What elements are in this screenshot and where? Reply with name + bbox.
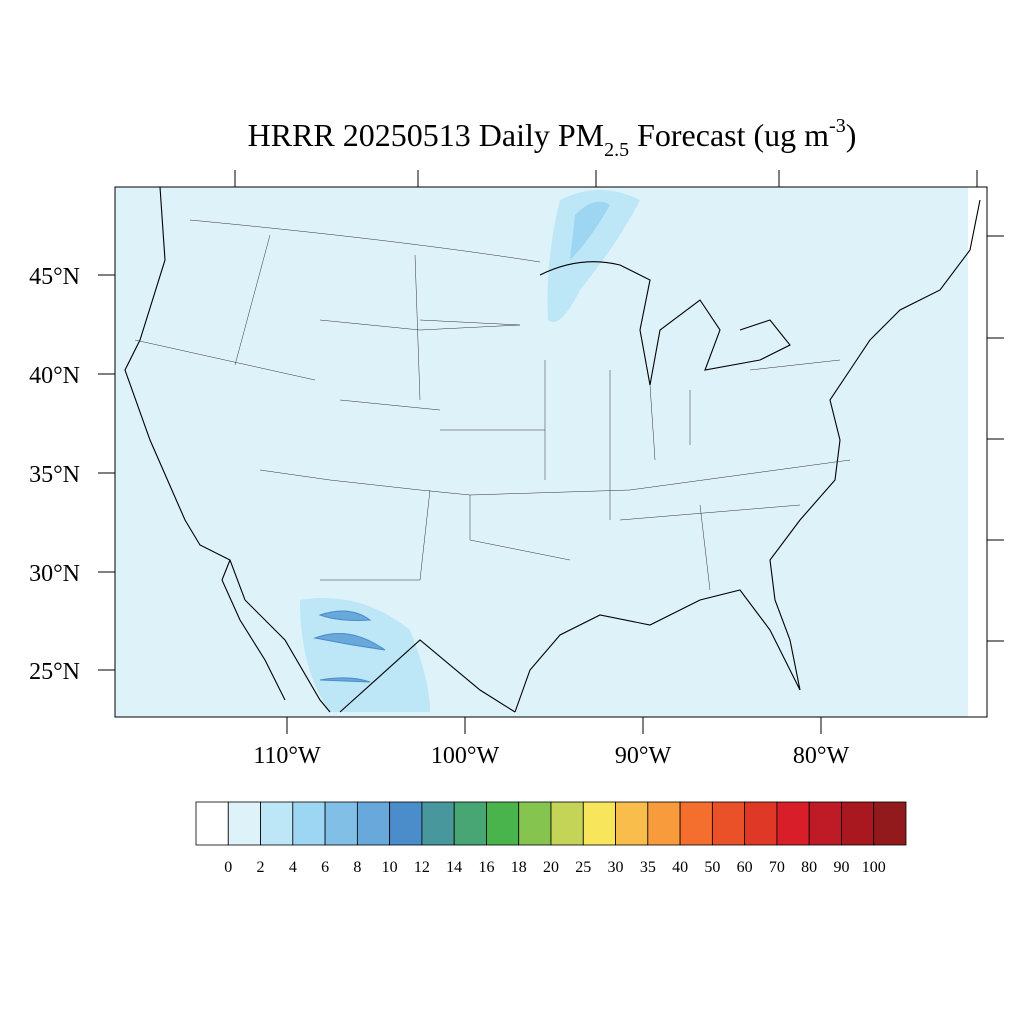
lat-label: 30°N: [29, 561, 80, 587]
colorbar-box: [841, 801, 875, 846]
colorbar-label: 35: [640, 859, 656, 876]
colorbar-box: [421, 801, 455, 846]
colorbar-box: [486, 801, 520, 846]
lon-label: 80°W: [793, 743, 850, 769]
colorbar-label: 0: [224, 859, 232, 876]
coastline: [124, 186, 981, 713]
colorbar-label: 14: [446, 859, 462, 876]
colorbar-box: [582, 801, 616, 846]
plume: [313, 610, 386, 683]
colorbar-label: 8: [353, 859, 361, 876]
colorbar-label: 10: [382, 859, 398, 876]
colorbar-label: 90: [833, 859, 849, 876]
colorbar-box: [518, 801, 552, 846]
colorbar-box: [453, 801, 487, 846]
state-boundaries: [134, 219, 851, 591]
title-superscript: -3: [829, 115, 846, 137]
map: [114, 186, 988, 718]
colorbar-box: [873, 801, 907, 846]
colorbar-box: [647, 801, 681, 846]
lat-label: 35°N: [29, 462, 80, 488]
great-lakes: [539, 261, 791, 386]
colorbar-box: [260, 801, 294, 846]
colorbar-box: [389, 801, 423, 846]
colorbar-box: [615, 801, 649, 846]
colorbar-label: 40: [672, 859, 688, 876]
colorbar-label: 70: [769, 859, 785, 876]
title-subscript: 2.5: [604, 139, 629, 161]
title-close: ): [846, 117, 857, 153]
colorbar-label: 18: [511, 859, 527, 876]
plume: [547, 190, 640, 322]
title: HRRR 20250513 Daily PM2.5 Forecast (ug m…: [248, 115, 857, 161]
lon-label: 90°W: [615, 743, 672, 769]
colorbar-box: [195, 801, 229, 846]
plume: [300, 598, 430, 712]
title-main: HRRR 20250513 Daily PM: [248, 117, 604, 153]
colorbar-label: 60: [737, 859, 753, 876]
colorbar-label: 80: [801, 859, 817, 876]
colorbar-box: [324, 801, 358, 846]
colorbar-label: 16: [478, 859, 494, 876]
colorbar-box: [808, 801, 842, 846]
lon-label: 100°W: [431, 743, 500, 769]
lat-label: 45°N: [29, 264, 80, 290]
colorbar-box: [711, 801, 746, 846]
colorbar-label: 30: [608, 859, 624, 876]
map-frame: [114, 186, 988, 718]
map-field: [115, 187, 968, 717]
lat-label: 25°N: [29, 659, 80, 685]
colorbar-box: [550, 801, 584, 846]
colorbar-label: 25: [575, 859, 591, 876]
tick-marks: [98, 170, 1004, 734]
colorbar-label: 20: [543, 859, 559, 876]
colorbar-label: 2: [257, 859, 265, 876]
colorbar-box: [356, 801, 391, 846]
colorbar-box: [292, 801, 326, 846]
colorbar-box: [227, 801, 261, 846]
lat-label: 40°N: [29, 363, 80, 389]
colorbar-label: 4: [289, 859, 297, 876]
colorbar-label: 6: [321, 859, 329, 876]
colorbar-box: [744, 801, 778, 846]
colorbar-label: 100: [862, 859, 886, 876]
lon-label: 110°W: [253, 743, 321, 769]
colorbar-label: 12: [414, 859, 430, 876]
plume: [570, 201, 610, 260]
map-ticks: [98, 170, 1004, 734]
colorbar-label: 50: [704, 859, 720, 876]
colorbar-box: [679, 801, 713, 846]
colorbar-box: [776, 801, 810, 846]
title-rest: Forecast (ug m: [629, 117, 829, 153]
